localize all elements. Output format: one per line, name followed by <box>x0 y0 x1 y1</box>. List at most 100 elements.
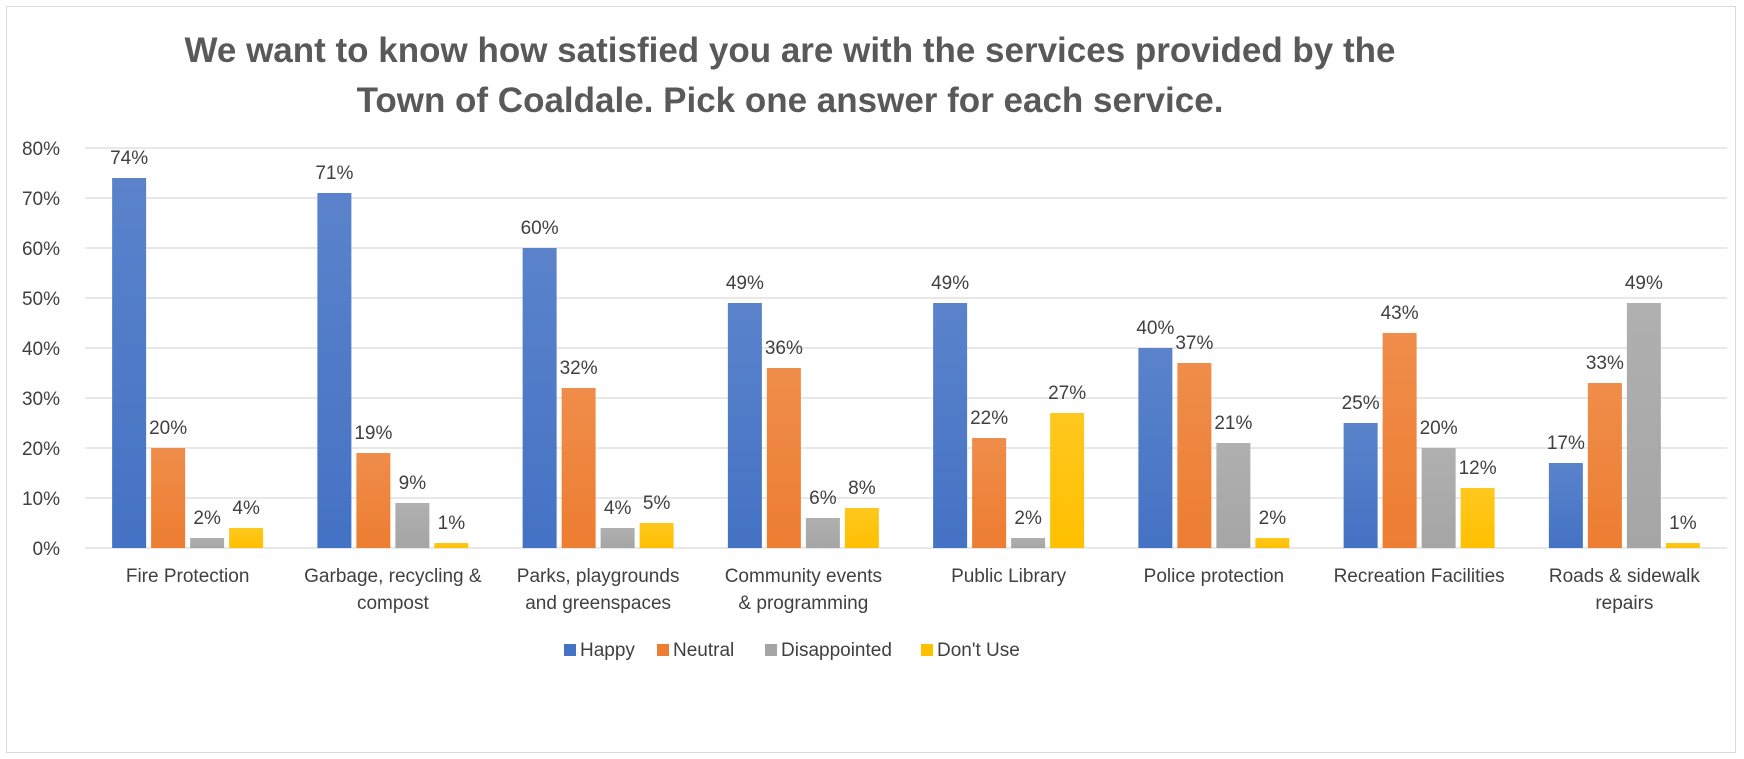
data-label-don-t-use: 8% <box>848 478 876 499</box>
bar-happy-parks-playgrounds-and-greenspaces <box>522 248 557 548</box>
data-label-happy: 25% <box>1342 393 1380 414</box>
bar-disappointed-parks-playgrounds-and-greenspaces <box>600 528 635 548</box>
bar-neutral-public-library <box>972 438 1007 548</box>
bar-don-t-use-parks-playgrounds-and-greenspaces <box>639 523 674 548</box>
bar-happy-public-library <box>933 303 968 548</box>
data-label-happy: 17% <box>1547 433 1585 454</box>
bar-disappointed-public-library <box>1011 538 1046 548</box>
data-label-neutral: 43% <box>1381 303 1419 324</box>
chart-title-line-1: We want to know how satisfied you are wi… <box>184 31 1395 70</box>
data-label-don-t-use: 5% <box>643 493 671 514</box>
legend: Happy Neutral Disappointed Don't Use <box>564 640 1020 661</box>
bar-neutral-recreation-facilities <box>1382 333 1417 548</box>
bar-don-t-use-recreation-facilities <box>1460 488 1495 548</box>
data-label-don-t-use: 27% <box>1048 383 1086 404</box>
chart-frame: We want to know how satisfied you are wi… <box>6 6 1736 753</box>
bar-happy-fire-protection <box>112 178 147 548</box>
data-label-neutral: 20% <box>149 418 187 439</box>
legend-swatch <box>657 644 669 656</box>
bar-disappointed-recreation-facilities <box>1421 448 1456 548</box>
bars <box>112 178 1700 548</box>
data-label-disappointed: 6% <box>809 488 837 509</box>
bar-disappointed-roads-sidewalk-repairs <box>1626 303 1661 548</box>
bar-disappointed-community-events-programming <box>805 518 840 548</box>
data-label-disappointed: 9% <box>399 473 427 494</box>
bar-don-t-use-roads-sidewalk-repairs <box>1665 543 1700 548</box>
data-label-neutral: 22% <box>970 408 1008 429</box>
category-label: Public Library <box>951 566 1067 587</box>
category-label: Community events & programming <box>725 566 882 614</box>
y-axis-ticks: 0% 10% 20% 30% 40% 50% 60% 70% 80% <box>22 139 60 560</box>
y-tick-label: 50% <box>22 289 60 310</box>
bar-neutral-fire-protection <box>151 448 186 548</box>
category-label: Roads & sidewalk repairs <box>1549 566 1701 614</box>
legend-item-happy: Happy <box>564 640 635 661</box>
y-tick-label: 80% <box>22 139 60 160</box>
data-label-don-t-use: 12% <box>1459 458 1497 479</box>
bar-happy-garbage-recycling-compost <box>317 193 352 548</box>
y-tick-label: 20% <box>22 439 60 460</box>
category-label: Recreation Facilities <box>1334 566 1505 587</box>
bar-happy-community-events-programming <box>727 303 762 548</box>
data-label-happy: 74% <box>110 148 148 169</box>
y-tick-label: 0% <box>33 539 61 560</box>
legend-swatch <box>921 644 933 656</box>
data-label-don-t-use: 4% <box>232 498 260 519</box>
data-label-neutral: 36% <box>765 338 803 359</box>
chart-title-line-2: Town of Coaldale. Pick one answer for ea… <box>357 81 1224 120</box>
bar-don-t-use-community-events-programming <box>844 508 879 548</box>
legend-item-disappointed: Disappointed <box>765 640 892 661</box>
bar-don-t-use-public-library <box>1050 413 1085 548</box>
bar-neutral-garbage-recycling-compost <box>356 453 391 548</box>
legend-label: Don't Use <box>937 640 1020 661</box>
data-label-disappointed: 21% <box>1214 413 1252 434</box>
category-label: Fire Protection <box>126 566 250 587</box>
data-label-disappointed: 20% <box>1420 418 1458 439</box>
bar-don-t-use-police-protection <box>1255 538 1290 548</box>
data-label-happy: 49% <box>931 273 969 294</box>
bar-happy-roads-sidewalk-repairs <box>1548 463 1583 548</box>
category-label: Parks, playgrounds and greenspaces <box>517 566 680 614</box>
bar-disappointed-police-protection <box>1216 443 1251 548</box>
y-tick-label: 40% <box>22 339 60 360</box>
data-label-happy: 49% <box>726 273 764 294</box>
legend-label: Neutral <box>673 640 734 661</box>
data-label-don-t-use: 2% <box>1259 508 1287 529</box>
data-label-neutral: 19% <box>354 423 392 444</box>
category-label: Garbage, recycling & compost <box>304 566 482 614</box>
legend-label: Disappointed <box>781 640 892 661</box>
x-axis-categories: Fire Protection Garbage, recycling & compo… <box>126 566 1701 614</box>
data-labels: 74% 20% 2% 4% 71% 19% 9% 1% 60% 32% 4% 5% 49% 36% 6% 8%… <box>110 148 1697 534</box>
bar-neutral-roads-sidewalk-repairs <box>1587 383 1622 548</box>
bar-happy-police-protection <box>1138 348 1173 548</box>
y-tick-label: 60% <box>22 239 60 260</box>
bar-don-t-use-fire-protection <box>229 528 264 548</box>
bar-disappointed-garbage-recycling-compost <box>395 503 430 548</box>
legend-label: Happy <box>580 640 635 661</box>
data-label-don-t-use: 1% <box>1669 513 1697 534</box>
data-label-disappointed: 4% <box>604 498 632 519</box>
data-label-neutral: 37% <box>1175 333 1213 354</box>
bar-neutral-community-events-programming <box>766 368 801 548</box>
data-label-disappointed: 49% <box>1625 273 1663 294</box>
y-tick-label: 30% <box>22 389 60 410</box>
data-label-disappointed: 2% <box>193 508 221 529</box>
data-label-neutral: 33% <box>1586 353 1624 374</box>
data-label-don-t-use: 1% <box>438 513 466 534</box>
y-tick-label: 10% <box>22 489 60 510</box>
data-label-happy: 60% <box>521 218 559 239</box>
legend-swatch <box>765 644 777 656</box>
chart-title: We want to know how satisfied you are wi… <box>184 31 1395 120</box>
bar-neutral-parks-playgrounds-and-greenspaces <box>561 388 596 548</box>
y-tick-label: 70% <box>22 189 60 210</box>
legend-item-neutral: Neutral <box>657 640 734 661</box>
bar-happy-recreation-facilities <box>1343 423 1378 548</box>
category-label: Police protection <box>1144 566 1284 587</box>
data-label-happy: 71% <box>315 163 353 184</box>
data-label-happy: 40% <box>1136 318 1174 339</box>
bar-neutral-police-protection <box>1177 363 1212 548</box>
data-label-disappointed: 2% <box>1014 508 1042 529</box>
bar-don-t-use-garbage-recycling-compost <box>434 543 469 548</box>
legend-swatch <box>564 644 576 656</box>
bar-disappointed-fire-protection <box>190 538 225 548</box>
